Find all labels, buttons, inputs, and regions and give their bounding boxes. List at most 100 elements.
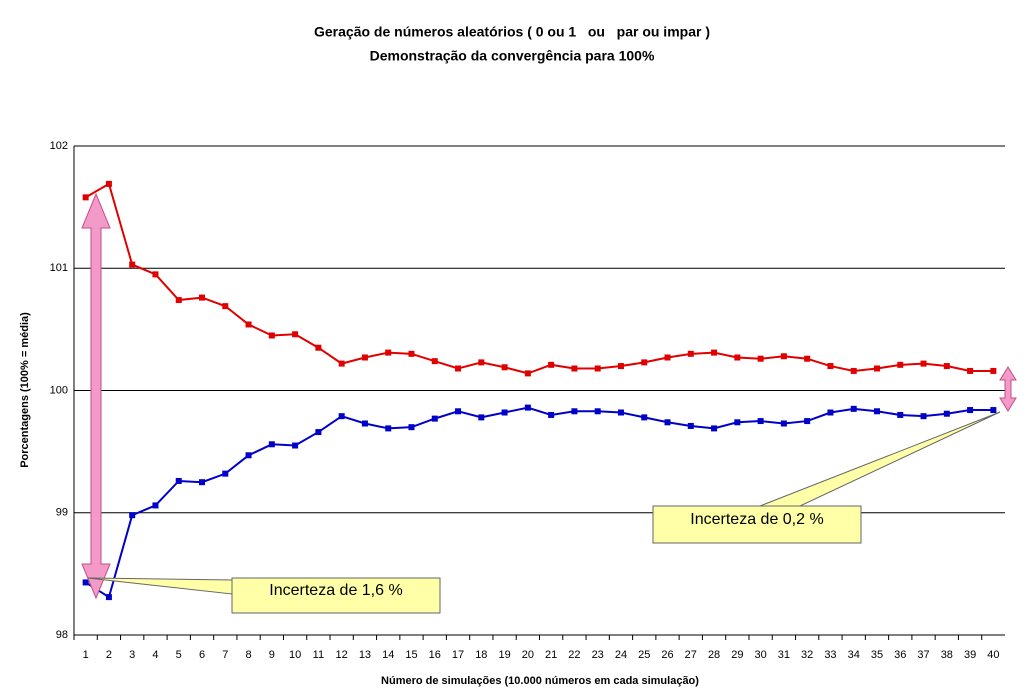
point-marker [455, 408, 462, 415]
point-marker [571, 365, 578, 372]
point-marker [478, 414, 485, 421]
x-tick-label: 35 [871, 649, 883, 661]
chart-subtitle: Demonstração da convergência para 100% [370, 48, 655, 64]
point-marker [501, 409, 508, 416]
x-tick-label: 31 [778, 649, 790, 661]
point-marker [245, 452, 252, 459]
y-tick-label: 99 [56, 507, 68, 519]
point-marker [222, 303, 229, 310]
x-tick-label: 19 [498, 649, 510, 661]
x-tick-label: 1 [83, 649, 89, 661]
point-marker [129, 512, 136, 519]
point-marker [850, 405, 857, 412]
point-marker [943, 363, 950, 370]
point-marker [734, 419, 741, 426]
x-tick-label: 11 [313, 649, 324, 661]
point-marker [967, 407, 974, 414]
point-marker [431, 415, 438, 422]
series-line [85, 182, 994, 375]
point-marker [664, 354, 671, 361]
point-marker [408, 350, 415, 357]
point-marker [524, 404, 531, 411]
x-tick-label: 40 [987, 649, 999, 661]
x-tick-label: 18 [475, 649, 487, 661]
point-marker [268, 332, 275, 339]
point-marker [199, 294, 206, 301]
point-marker [152, 271, 159, 278]
point-marker [967, 367, 974, 374]
x-tick-label: 13 [359, 649, 371, 661]
x-tick-label: 38 [941, 649, 953, 661]
x-tick-label: 21 [545, 649, 557, 661]
point-marker [478, 359, 485, 366]
x-tick-label: 33 [824, 649, 836, 661]
point-marker [594, 408, 601, 415]
point-marker [990, 407, 997, 414]
point-marker [385, 425, 392, 432]
y-tick-label: 102 [50, 140, 68, 152]
point-marker [361, 354, 368, 361]
point-marker [687, 422, 694, 429]
point-marker [617, 363, 624, 370]
x-tick-label: 3 [129, 649, 135, 661]
point-marker [199, 479, 206, 486]
x-tick-label: 20 [522, 649, 534, 661]
point-marker [292, 331, 299, 338]
point-marker [850, 367, 857, 374]
x-tick-label: 8 [246, 649, 252, 661]
point-marker [245, 321, 252, 328]
point-marker [757, 355, 764, 362]
x-tick-label: 22 [568, 649, 580, 661]
callout-box [231, 577, 441, 614]
point-marker [175, 477, 182, 484]
point-marker [687, 350, 694, 357]
point-marker [873, 365, 880, 372]
callout-box [652, 505, 862, 544]
callout-pointer [759, 411, 1001, 507]
point-marker [780, 353, 787, 360]
point-marker [641, 359, 648, 366]
point-marker [152, 502, 159, 509]
point-marker [338, 360, 345, 367]
y-axis-label: Porcentagens (100% = média) [19, 312, 31, 468]
point-marker [780, 420, 787, 427]
x-tick-label: 28 [708, 649, 720, 661]
point-marker [315, 429, 322, 436]
point-marker [990, 367, 997, 374]
x-tick-label: 6 [199, 649, 205, 661]
chart-title: Geração de números aleatórios ( 0 ou 1 o… [314, 24, 710, 40]
range-arrow [81, 192, 111, 600]
point-marker [664, 419, 671, 426]
point-marker [827, 363, 834, 370]
annotation: Incerteza de 0,2 % [690, 511, 823, 528]
x-tick-label: 37 [917, 649, 929, 661]
point-marker [920, 413, 927, 420]
x-tick-label: 30 [754, 649, 766, 661]
point-marker [641, 414, 648, 421]
y-tick-label: 98 [56, 629, 68, 641]
point-marker [897, 411, 904, 418]
point-marker [315, 344, 322, 351]
point-marker [873, 408, 880, 415]
x-tick-label: 39 [964, 649, 976, 661]
point-marker [617, 409, 624, 416]
x-tick-label: 16 [429, 649, 441, 661]
point-marker [897, 361, 904, 368]
point-marker [734, 354, 741, 361]
annotations: Incerteza de 1,6 % Incerteza de 0,2 % [81, 192, 1017, 614]
x-tick-label: 5 [176, 649, 182, 661]
x-tick-label: 2 [106, 649, 112, 661]
point-marker [548, 411, 555, 418]
point-marker [129, 261, 136, 268]
x-tick-label: 17 [452, 649, 464, 661]
point-marker [711, 349, 718, 356]
y-tick-label: 101 [50, 262, 68, 274]
x-tick-label: 7 [222, 649, 228, 661]
x-tick-label: 24 [615, 649, 627, 661]
point-marker [943, 410, 950, 417]
x-tick-label: 27 [685, 649, 697, 661]
point-marker [804, 355, 811, 362]
series-line [85, 406, 994, 599]
